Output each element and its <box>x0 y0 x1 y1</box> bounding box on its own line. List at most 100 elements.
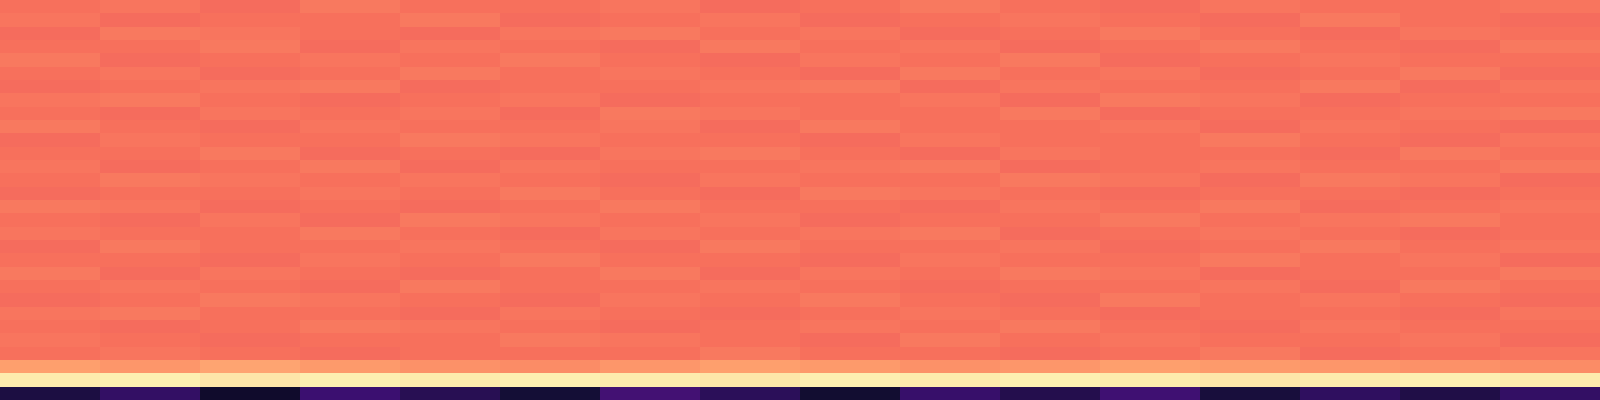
cell <box>1000 227 1101 241</box>
cell <box>1300 293 1401 307</box>
cell <box>1100 253 1201 267</box>
cell <box>1000 373 1101 387</box>
cell <box>1200 133 1301 147</box>
cell <box>500 27 601 41</box>
cell <box>300 200 401 214</box>
cell <box>1500 333 1600 347</box>
cell <box>1300 213 1401 227</box>
cell <box>1100 347 1201 361</box>
cell <box>1400 120 1501 134</box>
cell <box>600 53 701 67</box>
cell <box>1100 307 1201 321</box>
cell <box>1000 133 1101 147</box>
cell <box>100 347 201 361</box>
cell <box>500 200 601 214</box>
cell <box>500 293 601 307</box>
cell <box>1100 27 1201 41</box>
cell <box>700 267 801 281</box>
cell <box>1000 293 1101 307</box>
cell <box>100 320 201 334</box>
cell <box>0 360 101 374</box>
cell <box>1200 40 1301 54</box>
cell <box>800 387 901 400</box>
cell <box>1200 147 1301 161</box>
cell <box>1200 160 1301 174</box>
cell <box>0 120 101 134</box>
cell <box>0 40 101 54</box>
cell <box>400 120 501 134</box>
cell <box>700 147 801 161</box>
cell <box>100 293 201 307</box>
cell <box>700 280 801 294</box>
cell <box>1500 200 1600 214</box>
heatmap <box>0 0 1600 400</box>
cell <box>100 107 201 121</box>
cell <box>800 227 901 241</box>
cell <box>300 67 401 81</box>
cell <box>100 80 201 94</box>
cell <box>0 27 101 41</box>
cell <box>1400 373 1501 387</box>
cell <box>1200 293 1301 307</box>
cell <box>1400 107 1501 121</box>
cell <box>600 67 701 81</box>
cell <box>800 107 901 121</box>
cell <box>300 13 401 27</box>
cell <box>700 200 801 214</box>
cell <box>900 347 1001 361</box>
cell <box>1400 93 1501 107</box>
cell <box>300 147 401 161</box>
cell <box>1300 27 1401 41</box>
cell <box>200 267 301 281</box>
cell <box>700 27 801 41</box>
cell <box>500 147 601 161</box>
cell <box>1000 67 1101 81</box>
cell <box>500 280 601 294</box>
cell <box>600 320 701 334</box>
cell <box>200 307 301 321</box>
cell <box>1200 0 1301 14</box>
cell <box>1500 93 1600 107</box>
cell <box>100 187 201 201</box>
cell <box>1200 320 1301 334</box>
cell <box>100 267 201 281</box>
cell <box>700 347 801 361</box>
cell <box>100 333 201 347</box>
cell <box>1100 80 1201 94</box>
cell <box>800 360 901 374</box>
cell <box>800 240 901 254</box>
cell <box>1000 253 1101 267</box>
cell <box>200 133 301 147</box>
cell <box>300 320 401 334</box>
cell <box>100 160 201 174</box>
cell <box>300 267 401 281</box>
cell <box>300 347 401 361</box>
cell <box>0 387 101 400</box>
cell <box>1000 107 1101 121</box>
cell <box>1400 160 1501 174</box>
cell <box>300 160 401 174</box>
cell <box>900 200 1001 214</box>
cell <box>0 267 101 281</box>
cell <box>1100 67 1201 81</box>
cell <box>200 213 301 227</box>
cell <box>900 133 1001 147</box>
cell <box>400 0 501 14</box>
cell <box>100 27 201 41</box>
cell <box>100 387 201 400</box>
cell <box>400 240 501 254</box>
cell <box>1200 280 1301 294</box>
cell <box>300 240 401 254</box>
cell <box>200 93 301 107</box>
cell <box>1000 147 1101 161</box>
cell <box>1200 360 1301 374</box>
cell <box>0 67 101 81</box>
cell <box>1300 253 1401 267</box>
cell <box>900 280 1001 294</box>
cell <box>600 280 701 294</box>
cell <box>1500 227 1600 241</box>
cell <box>600 40 701 54</box>
cell <box>400 387 501 400</box>
cell <box>500 307 601 321</box>
cell <box>700 227 801 241</box>
